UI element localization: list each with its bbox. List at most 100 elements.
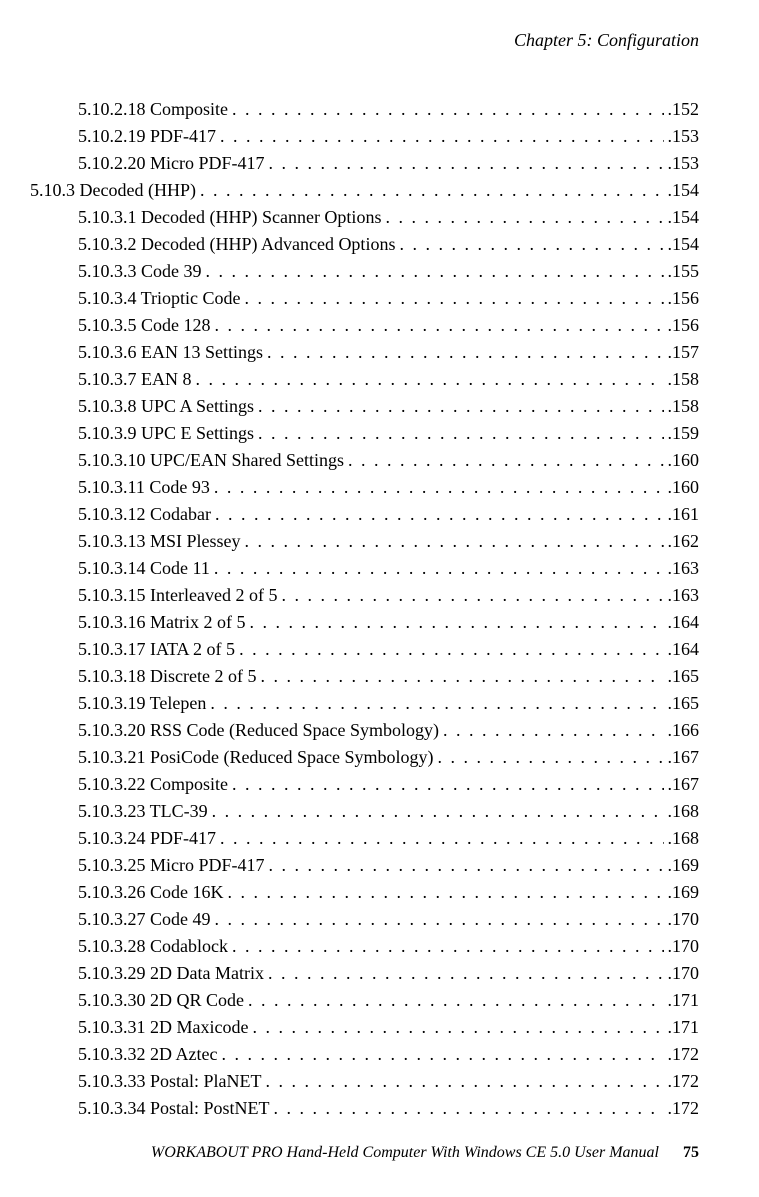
toc-leader-dots xyxy=(248,1014,663,1041)
toc-entry: 5.10.3.33 Postal: PlaNET .172 xyxy=(30,1068,699,1095)
chapter-title: Chapter 5: Configuration xyxy=(514,30,699,50)
toc-entry: 5.10.3.13 MSI Plessey.162 xyxy=(30,528,699,555)
toc-leader-dots xyxy=(211,906,664,933)
footer-text: WORKABOUT PRO Hand-Held Computer With Wi… xyxy=(151,1144,659,1161)
toc-leader-dots xyxy=(381,204,663,231)
toc-leader-dots xyxy=(216,825,663,852)
toc-entry: 5.10.3.6 EAN 13 Settings .157 xyxy=(30,339,699,366)
toc-entry-label: 5.10.3.8 UPC A Settings xyxy=(78,393,254,420)
toc-entry-page: .154 xyxy=(664,204,700,231)
toc-leader-dots xyxy=(241,528,664,555)
toc-entry: 5.10.3.32 2D Aztec.172 xyxy=(30,1041,699,1068)
toc-leader-dots xyxy=(265,852,664,879)
toc-entry-label: 5.10.3.13 MSI Plessey xyxy=(78,528,241,555)
toc-leader-dots xyxy=(244,987,664,1014)
toc-entry-page: .169 xyxy=(664,879,700,906)
chapter-header: Chapter 5: Configuration xyxy=(30,30,699,51)
toc-entry-page: .163 xyxy=(664,555,700,582)
toc-entry-page: .172 xyxy=(664,1095,700,1122)
toc-entry-label: 5.10.3.15 Interleaved 2 of 5 xyxy=(78,582,277,609)
toc-entry-page: .168 xyxy=(664,798,700,825)
toc-leader-dots xyxy=(211,501,664,528)
toc-entry: 5.10.2.18 Composite .152 xyxy=(30,96,699,123)
toc-entry-page: .153 xyxy=(664,150,700,177)
toc-entry-label: 5.10.3.21 PosiCode (Reduced Space Symbol… xyxy=(78,744,433,771)
toc-entry-label: 5.10.3.9 UPC E Settings xyxy=(78,420,254,447)
toc-entry-label: 5.10.3.5 Code 128 xyxy=(78,312,211,339)
toc-entry-page: .159 xyxy=(664,420,700,447)
toc-leader-dots xyxy=(254,420,663,447)
toc-entry-page: .172 xyxy=(664,1068,700,1095)
toc-entry-page: .152 xyxy=(664,96,700,123)
toc-entry-label: 5.10.3 Decoded (HHP) xyxy=(30,177,196,204)
toc-entry-label: 5.10.2.20 Micro PDF-417 xyxy=(78,150,265,177)
toc-entry: 5.10.3.18 Discrete 2 of 5.165 xyxy=(30,663,699,690)
toc-entry: 5.10.3.2 Decoded (HHP) Advanced Options.… xyxy=(30,231,699,258)
toc-entry-label: 5.10.3.6 EAN 13 Settings xyxy=(78,339,263,366)
toc-entry: 5.10.3.3 Code 39.155 xyxy=(30,258,699,285)
toc-entry-page: .154 xyxy=(664,231,700,258)
toc-entry-page: .170 xyxy=(664,933,700,960)
toc-entry-page: .169 xyxy=(664,852,700,879)
toc-leader-dots xyxy=(228,96,663,123)
toc-leader-dots xyxy=(277,582,663,609)
toc-entry-label: 5.10.3.27 Code 49 xyxy=(78,906,211,933)
toc-entry-page: .156 xyxy=(664,312,700,339)
toc-entry: 5.10.3.26 Code 16K .169 xyxy=(30,879,699,906)
toc-entry: 5.10.3.21 PosiCode (Reduced Space Symbol… xyxy=(30,744,699,771)
toc-entry-label: 5.10.3.10 UPC/EAN Shared Settings xyxy=(78,447,344,474)
toc-entry: 5.10.3.1 Decoded (HHP) Scanner Options .1… xyxy=(30,204,699,231)
toc-entry-page: .171 xyxy=(664,987,700,1014)
toc-entry: 5.10.3.25 Micro PDF-417.169 xyxy=(30,852,699,879)
toc-entry: 5.10.3.22 Composite.167 xyxy=(30,771,699,798)
toc-entry-page: .164 xyxy=(664,609,700,636)
toc-entry-page: .160 xyxy=(664,474,700,501)
toc-leader-dots xyxy=(439,717,664,744)
toc-leader-dots xyxy=(254,393,663,420)
toc-leader-dots xyxy=(263,339,663,366)
toc-entry-page: .157 xyxy=(664,339,700,366)
toc-entry: 5.10.3.14 Code 11.163 xyxy=(30,555,699,582)
toc-leader-dots xyxy=(235,636,663,663)
toc-leader-dots xyxy=(192,366,664,393)
toc-entry: 5.10.3.9 UPC E Settings .159 xyxy=(30,420,699,447)
toc-entry-page: .158 xyxy=(664,393,700,420)
toc-entry: 5.10.3.7 EAN 8.158 xyxy=(30,366,699,393)
toc-entry: 5.10.3.23 TLC-39.168 xyxy=(30,798,699,825)
toc-entry: 5.10.3.15 Interleaved 2 of 5.163 xyxy=(30,582,699,609)
toc-entry-label: 5.10.3.1 Decoded (HHP) Scanner Options xyxy=(78,204,381,231)
toc-entry-label: 5.10.3.28 Codablock xyxy=(78,933,228,960)
toc-entry-label: 5.10.2.19 PDF-417 xyxy=(78,123,216,150)
toc-entry-page: .170 xyxy=(664,906,700,933)
toc-entry-label: 5.10.3.18 Discrete 2 of 5 xyxy=(78,663,256,690)
toc-entry-page: .170 xyxy=(664,960,700,987)
toc-leader-dots xyxy=(256,663,663,690)
toc-entry-page: .171 xyxy=(664,1014,700,1041)
toc-entry-label: 5.10.3.26 Code 16K xyxy=(78,879,224,906)
toc-entry: 5.10.3.12 Codabar.161 xyxy=(30,501,699,528)
toc-entry: 5.10.3 Decoded (HHP).154 xyxy=(30,177,699,204)
toc-entry-label: 5.10.3.31 2D Maxicode xyxy=(78,1014,248,1041)
toc-entry-page: .167 xyxy=(664,771,700,798)
toc-entry: 5.10.3.20 RSS Code (Reduced Space Symbol… xyxy=(30,717,699,744)
toc-entry-label: 5.10.3.16 Matrix 2 of 5 xyxy=(78,609,245,636)
toc-entry-label: 5.10.3.32 2D Aztec xyxy=(78,1041,217,1068)
toc-leader-dots xyxy=(196,177,664,204)
toc-leader-dots xyxy=(344,447,663,474)
toc-entry: 5.10.3.29 2D Data Matrix.170 xyxy=(30,960,699,987)
table-of-contents: 5.10.2.18 Composite .152 5.10.2.19 PDF-417… xyxy=(30,96,699,1122)
toc-entry-label: 5.10.3.7 EAN 8 xyxy=(78,366,192,393)
toc-entry: 5.10.3.34 Postal: PostNET.172 xyxy=(30,1095,699,1122)
toc-leader-dots xyxy=(270,1095,664,1122)
toc-entry-page: .164 xyxy=(664,636,700,663)
toc-entry-label: 5.10.3.11 Code 93 xyxy=(78,474,210,501)
toc-entry-page: .153 xyxy=(664,123,700,150)
toc-leader-dots xyxy=(216,123,663,150)
toc-entry-page: .165 xyxy=(664,690,700,717)
toc-entry: 5.10.3.27 Code 49 .170 xyxy=(30,906,699,933)
toc-entry-label: 5.10.3.33 Postal: PlaNET xyxy=(78,1068,262,1095)
toc-leader-dots xyxy=(433,744,663,771)
toc-entry-label: 5.10.2.18 Composite xyxy=(78,96,228,123)
toc-entry-page: .156 xyxy=(664,285,700,312)
toc-entry-page: .166 xyxy=(664,717,700,744)
